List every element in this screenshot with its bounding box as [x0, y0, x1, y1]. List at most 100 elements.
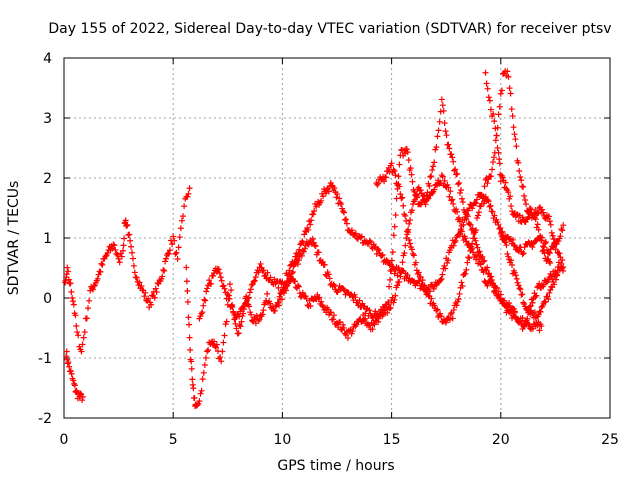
- data-point: [221, 332, 228, 339]
- data-point: [90, 286, 97, 293]
- data-point: [229, 303, 236, 310]
- data-point: [72, 312, 79, 319]
- data-point: [362, 315, 369, 322]
- data-point: [467, 221, 474, 228]
- data-point: [447, 188, 454, 195]
- data-point: [492, 125, 499, 132]
- data-point: [522, 196, 529, 203]
- data-point: [539, 303, 546, 310]
- data-point: [513, 275, 520, 282]
- data-point: [79, 393, 86, 400]
- data-point: [203, 288, 210, 295]
- data-point: [447, 310, 454, 317]
- data-point: [536, 327, 543, 334]
- data-point: [264, 269, 271, 276]
- data-point: [452, 237, 459, 244]
- data-point: [300, 248, 307, 255]
- data-point: [473, 241, 480, 248]
- data-point: [435, 177, 442, 184]
- data-point: [188, 358, 195, 365]
- data-point: [401, 250, 408, 257]
- data-point: [357, 234, 364, 241]
- data-point: [417, 187, 424, 194]
- data-point: [97, 268, 104, 275]
- data-point: [400, 202, 407, 209]
- data-point: [98, 260, 105, 267]
- data-point: [213, 341, 220, 348]
- data-point: [539, 206, 546, 213]
- data-point: [102, 253, 109, 260]
- data-point: [161, 267, 168, 274]
- data-point: [407, 240, 414, 247]
- data-point: [519, 291, 526, 298]
- data-point: [267, 274, 274, 281]
- data-point: [382, 174, 389, 181]
- data-point: [503, 242, 510, 249]
- data-point: [453, 171, 460, 178]
- data-point: [202, 354, 209, 361]
- data-point: [173, 249, 180, 256]
- y-tick-label: 3: [43, 111, 52, 127]
- data-point: [344, 335, 351, 342]
- data-point: [510, 124, 517, 131]
- data-point: [484, 85, 491, 92]
- data-point: [204, 348, 211, 355]
- data-point: [511, 242, 518, 249]
- x-tick-label: 5: [169, 432, 178, 448]
- data-point: [282, 287, 289, 294]
- data-point: [431, 186, 438, 193]
- data-point: [85, 305, 92, 312]
- data-point: [541, 250, 548, 257]
- data-point: [532, 293, 539, 300]
- data-point: [68, 370, 75, 377]
- data-point: [446, 316, 453, 323]
- data-point: [264, 290, 271, 297]
- data-point: [476, 248, 483, 255]
- data-point: [429, 167, 436, 174]
- data-point: [483, 80, 490, 87]
- data-point: [343, 220, 350, 227]
- data-point: [236, 313, 243, 320]
- data-point: [493, 284, 500, 291]
- data-point: [138, 282, 145, 289]
- data-point: [211, 338, 218, 345]
- data-point: [325, 188, 332, 195]
- data-point: [394, 282, 401, 289]
- data-point: [271, 307, 278, 314]
- data-point: [176, 234, 183, 241]
- data-point: [65, 276, 72, 283]
- data-point: [457, 227, 464, 234]
- data-point: [71, 380, 78, 387]
- data-point: [67, 367, 74, 374]
- data-point: [496, 103, 503, 110]
- data-point: [466, 255, 473, 262]
- data-point: [333, 194, 340, 201]
- data-point: [172, 250, 179, 257]
- data-point: [494, 219, 501, 226]
- data-point: [232, 320, 239, 327]
- data-point: [507, 193, 514, 200]
- data-point: [190, 385, 197, 392]
- data-point: [256, 316, 263, 323]
- data-point: [260, 307, 267, 314]
- data-point: [200, 302, 207, 309]
- data-point: [502, 239, 509, 246]
- data-point: [287, 273, 294, 280]
- data-point: [195, 400, 202, 407]
- data-point: [318, 197, 325, 204]
- data-point: [538, 304, 545, 311]
- data-point: [405, 157, 412, 164]
- data-point: [473, 199, 480, 206]
- data-point: [238, 318, 245, 325]
- data-point: [126, 231, 133, 238]
- data-point: [185, 190, 192, 197]
- data-point: [449, 196, 456, 203]
- data-point: [553, 271, 560, 278]
- data-point: [267, 300, 274, 307]
- data-point: [348, 227, 355, 234]
- data-point: [199, 309, 206, 316]
- data-point: [375, 247, 382, 254]
- data-point: [136, 279, 143, 286]
- data-point: [352, 294, 359, 301]
- data-point: [315, 249, 322, 256]
